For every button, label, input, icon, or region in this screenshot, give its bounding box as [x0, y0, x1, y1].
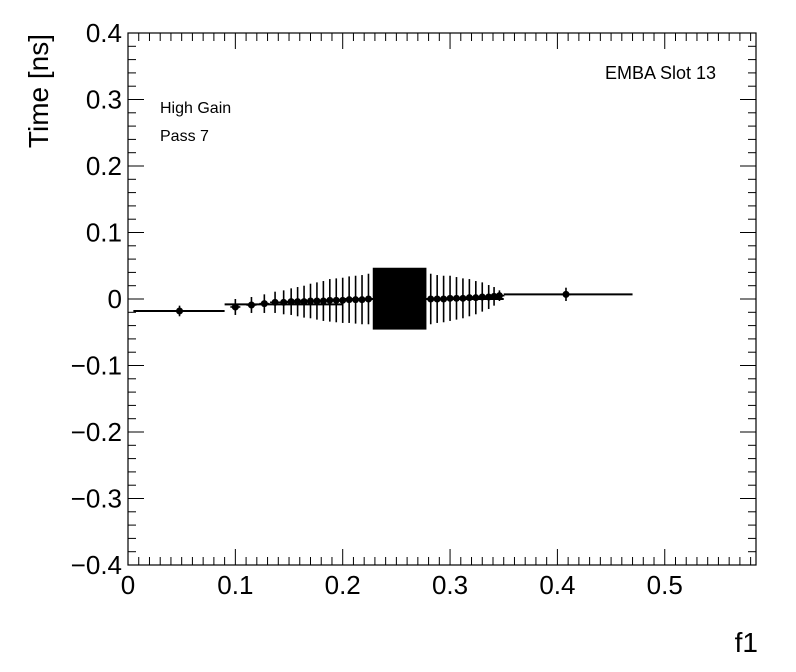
- data-point: [364, 295, 372, 303]
- data-point: [427, 295, 435, 303]
- data-points: [174, 267, 571, 330]
- data-point: [459, 294, 467, 302]
- data-point: [358, 296, 366, 304]
- gain-label: High Gain: [160, 100, 231, 117]
- y-tick-labels: −0.4 −0.3 −0.2 −0.1 0 0.1 0.2 0.3 0.4: [71, 18, 122, 580]
- data-point: [176, 307, 184, 315]
- x-tick-label: 0.5: [647, 570, 683, 600]
- y-tick-label: 0.1: [86, 218, 122, 248]
- data-point: [352, 296, 360, 304]
- y-tick-label: −0.4: [71, 550, 122, 580]
- x-axis-title: f1: [735, 627, 758, 658]
- data-point: [287, 298, 295, 306]
- y-axis-title: Time [ns]: [23, 34, 54, 148]
- data-point: [446, 294, 454, 302]
- data-point: [306, 297, 314, 305]
- data-point: [433, 295, 441, 303]
- data-point: [495, 292, 503, 300]
- data-point: [280, 298, 288, 306]
- dense-error-band: [372, 267, 427, 330]
- data-point: [472, 294, 480, 302]
- data-point: [562, 290, 570, 298]
- y-tick-label: 0.3: [86, 85, 122, 115]
- x-tick-label: 0.2: [325, 570, 361, 600]
- data-point: [452, 294, 460, 302]
- data-point: [478, 293, 486, 301]
- data-point: [339, 296, 347, 304]
- data-point: [345, 296, 353, 304]
- x-tick-labels: 0 0.1 0.2 0.3 0.4 0.5: [121, 570, 683, 600]
- data-point: [271, 298, 279, 306]
- minor-ticks: [128, 33, 756, 565]
- data-point: [231, 303, 239, 311]
- x-tick-label: 0.1: [217, 570, 253, 600]
- corner-label: EMBA Slot 13: [605, 63, 716, 83]
- x-tick-label: 0.4: [539, 570, 575, 600]
- data-point: [294, 298, 302, 306]
- data-point: [260, 300, 268, 308]
- pass-label: Pass 7: [160, 128, 209, 145]
- data-point: [326, 296, 334, 304]
- plot-frame: [127, 32, 757, 566]
- data-point: [490, 292, 498, 300]
- x-tick-label: 0.3: [432, 570, 468, 600]
- data-point: [247, 301, 255, 309]
- data-point: [313, 297, 321, 305]
- y-tick-label: −0.3: [71, 484, 122, 514]
- data-point: [465, 294, 473, 302]
- y-tick-label: −0.2: [71, 417, 122, 447]
- y-tick-label: 0.4: [86, 18, 122, 48]
- y-tick-label: −0.1: [71, 351, 122, 381]
- data-point: [485, 293, 493, 301]
- y-tick-label: 0.2: [86, 151, 122, 181]
- data-point: [300, 298, 308, 306]
- y-tick-label: 0: [108, 284, 122, 314]
- data-point: [319, 297, 327, 305]
- data-point: [332, 296, 340, 304]
- x-tick-label: 0: [121, 570, 135, 600]
- data-point: [440, 295, 448, 303]
